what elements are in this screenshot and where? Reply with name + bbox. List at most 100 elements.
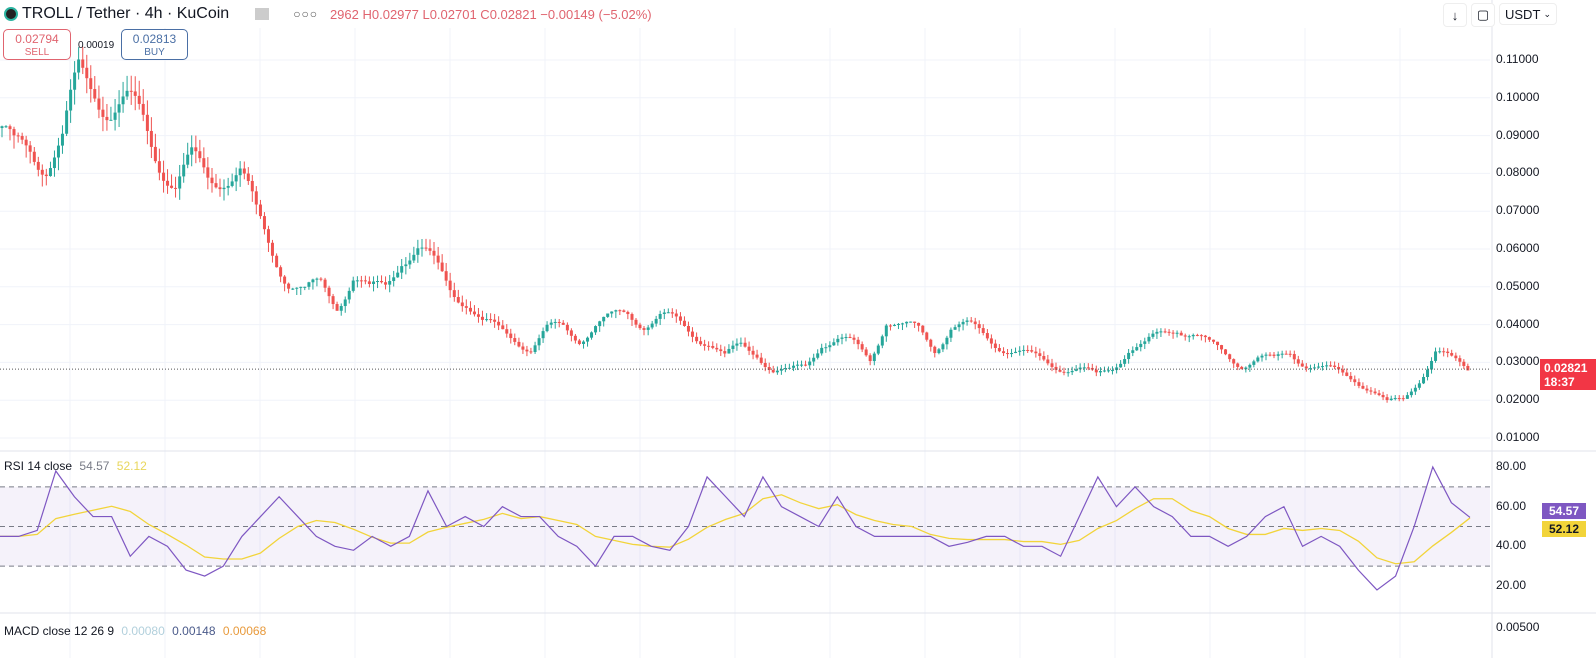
candle-body xyxy=(283,276,287,284)
candle-body xyxy=(420,247,424,249)
currency-select[interactable]: USDT ⌄ xyxy=(1499,3,1557,25)
arrow-down-icon[interactable]: ↓ xyxy=(1443,3,1467,27)
candle-body xyxy=(266,229,270,243)
candle-body xyxy=(444,271,448,281)
candle-body xyxy=(1022,349,1026,351)
candle-body xyxy=(16,135,20,137)
candle-body xyxy=(295,287,299,289)
price-axis-tick: 0.02000 xyxy=(1496,392,1540,407)
candle-body xyxy=(1207,337,1211,340)
candle-body xyxy=(323,279,327,288)
candle-body xyxy=(787,367,791,369)
candle-body xyxy=(594,326,598,333)
candle-body xyxy=(925,332,929,340)
candle-body xyxy=(606,313,610,317)
candle-body xyxy=(174,187,178,189)
candle-body xyxy=(993,343,997,348)
rsi-axis-tick: 20.00 xyxy=(1496,577,1527,592)
fullscreen-icon[interactable]: ▢ xyxy=(1471,3,1495,27)
candle-body xyxy=(771,370,775,373)
candle-body xyxy=(682,320,686,326)
candle-body xyxy=(614,310,618,312)
candle-body xyxy=(686,325,690,332)
candle-body xyxy=(117,104,121,113)
candle-body xyxy=(670,312,674,314)
rsi-ma-tag: 52.12 xyxy=(1542,521,1586,537)
candle-body xyxy=(792,365,796,368)
candle-body xyxy=(1014,351,1018,354)
candle-body xyxy=(392,277,396,282)
candle-body xyxy=(985,333,989,339)
candle-body xyxy=(335,304,339,311)
ellipsis-icon[interactable]: ○○○ xyxy=(293,7,318,21)
candle-body xyxy=(1264,354,1268,356)
candle-body xyxy=(137,95,141,104)
candle-body xyxy=(73,72,77,90)
candle-body xyxy=(755,354,759,358)
candle-body xyxy=(1276,354,1280,356)
candle-body xyxy=(460,302,464,307)
candle-body xyxy=(727,348,731,354)
candle-body xyxy=(941,344,945,350)
flag-icon[interactable] xyxy=(255,8,270,20)
candle-body xyxy=(141,103,145,115)
sell-label: SELL xyxy=(24,47,50,58)
candle-body xyxy=(1187,336,1191,338)
candle-body xyxy=(577,340,581,344)
candle-body xyxy=(436,255,440,263)
candle-body xyxy=(517,341,521,347)
candle-body xyxy=(1369,390,1373,392)
price-axis-tick: 0.10000 xyxy=(1496,89,1540,104)
macd-label: MACD close 12 26 9 xyxy=(4,624,115,638)
candle-body xyxy=(44,174,48,177)
sell-button[interactable]: 0.02794 SELL xyxy=(3,29,71,60)
candle-body xyxy=(416,248,420,255)
candle-body xyxy=(638,324,642,329)
candle-body xyxy=(1216,341,1220,346)
candle-body xyxy=(170,185,174,188)
candle-body xyxy=(489,319,493,321)
candle-body xyxy=(1102,370,1106,372)
candle-body xyxy=(28,145,32,152)
candle-body xyxy=(1070,370,1074,373)
candle-body xyxy=(1381,395,1385,398)
candle-body xyxy=(913,321,917,323)
candle-body xyxy=(77,59,81,73)
candle-body xyxy=(699,341,703,345)
candle-body xyxy=(872,353,876,362)
candle-body xyxy=(1054,366,1058,370)
buy-button[interactable]: 0.02813 BUY xyxy=(121,29,188,60)
candle-body xyxy=(626,311,630,315)
candle-body xyxy=(440,262,444,272)
candle-body xyxy=(1050,363,1054,367)
price-axis-tick: 0.06000 xyxy=(1496,241,1540,255)
candle-body xyxy=(81,59,85,68)
candle-body xyxy=(1341,369,1345,373)
candle-body xyxy=(1442,351,1446,353)
candle-body xyxy=(331,296,335,305)
candle-body xyxy=(1292,354,1296,360)
candle-body xyxy=(1062,371,1066,373)
candle-body xyxy=(569,330,573,336)
candle-body xyxy=(20,136,24,140)
candle-body xyxy=(1446,351,1450,354)
candle-body xyxy=(424,247,428,249)
candle-body xyxy=(270,242,274,256)
candle-body xyxy=(565,324,569,331)
candle-body xyxy=(1385,397,1389,401)
candle-body xyxy=(1312,367,1316,369)
coin-logo-icon xyxy=(4,7,18,21)
candle-body xyxy=(1244,367,1248,370)
candle-body xyxy=(703,344,707,346)
price-axis-tick: 0.08000 xyxy=(1496,165,1540,180)
candle-body xyxy=(246,173,250,181)
candle-body xyxy=(634,319,638,325)
candle-body xyxy=(796,364,800,366)
candle-body xyxy=(162,172,166,181)
symbol-title[interactable]: TROLL / Tether · 4h · KuCoin ○○○ xyxy=(0,0,324,28)
candle-body xyxy=(711,345,715,348)
candle-body xyxy=(1082,367,1086,369)
candle-body xyxy=(719,349,723,352)
candle-body xyxy=(32,151,36,162)
